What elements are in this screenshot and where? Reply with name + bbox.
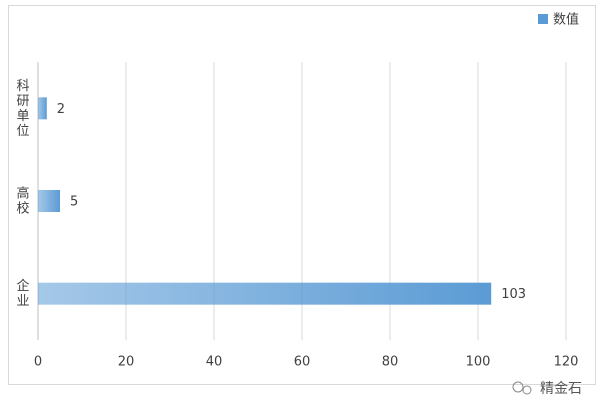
watermark-icon bbox=[512, 381, 524, 393]
watermark-icon bbox=[522, 385, 532, 395]
x-tick-label: 0 bbox=[34, 355, 42, 370]
y-tick-label: 企业 bbox=[14, 278, 30, 309]
x-tick-label: 80 bbox=[382, 355, 399, 370]
bar bbox=[38, 282, 492, 305]
x-tick-label: 60 bbox=[294, 355, 311, 370]
x-tick-label: 120 bbox=[554, 355, 579, 370]
value-label: 103 bbox=[501, 287, 526, 302]
value-label: 5 bbox=[70, 195, 78, 210]
legend-label: 数值 bbox=[553, 12, 579, 28]
x-tick-label: 20 bbox=[118, 355, 135, 370]
x-tick-label: 40 bbox=[206, 355, 223, 370]
watermark: 精金石 bbox=[512, 381, 582, 397]
value-label: 2 bbox=[57, 102, 65, 117]
watermark-text: 精金石 bbox=[540, 381, 582, 397]
bar bbox=[38, 190, 60, 212]
y-tick-label: 高校 bbox=[14, 185, 30, 216]
bar bbox=[38, 97, 47, 120]
x-tick-label: 100 bbox=[466, 355, 491, 370]
legend-swatch bbox=[538, 14, 548, 24]
y-tick-label: 科研单位 bbox=[14, 78, 30, 138]
